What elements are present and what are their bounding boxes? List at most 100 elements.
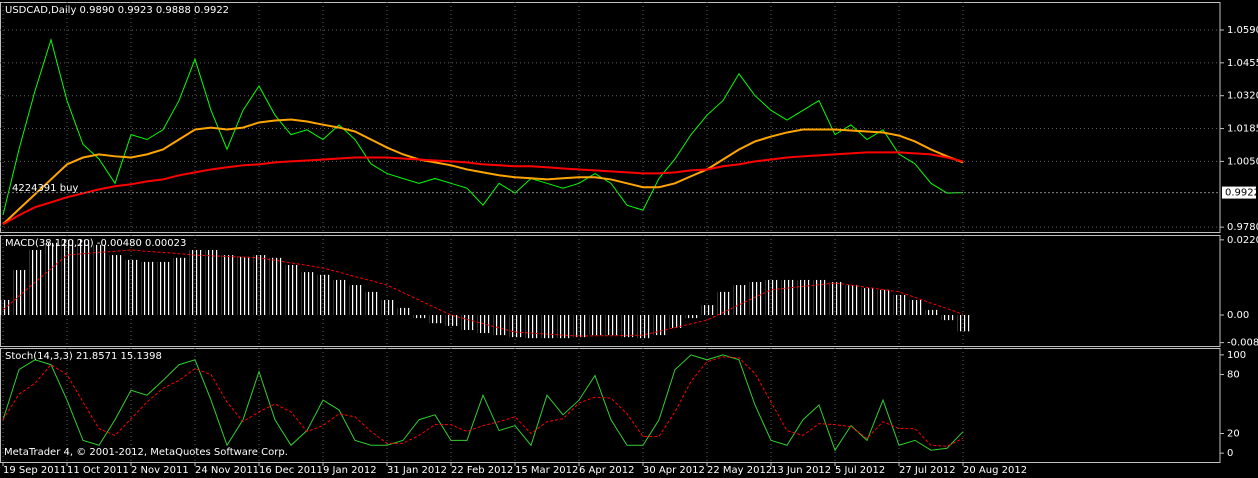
histogram-bar (749, 281, 762, 316)
bid-label: 0.9922 (1225, 188, 1258, 199)
histogram-bar (221, 255, 234, 316)
panel-frame (0, 2, 1221, 233)
histogram-bar (93, 244, 106, 316)
x-tick-label: 2 Nov 2011 (131, 465, 189, 476)
histogram-bar (45, 242, 58, 316)
y-tick-label: 0.02208 (1227, 235, 1258, 246)
histogram-bar (173, 257, 186, 316)
histogram-bar (605, 315, 618, 336)
histogram-bar (349, 285, 362, 316)
histogram-bar (445, 315, 458, 326)
series-line (2, 356, 964, 447)
histogram-bar (461, 315, 474, 330)
y-tick-label: 0 (1227, 448, 1233, 459)
y-tick-label: 1.0185 (1227, 124, 1258, 135)
histogram-bar (381, 300, 394, 316)
x-tick-label: 22 Feb 2012 (451, 465, 513, 476)
x-tick-label: 15 Mar 2012 (515, 465, 578, 476)
x-tick-label: 19 Sep 2011 (3, 465, 66, 476)
histogram-bar (333, 279, 346, 316)
histogram-bar (413, 315, 426, 319)
histogram-bar (189, 249, 202, 316)
histogram-bar (541, 315, 554, 339)
panel-title: USDCAD,Daily 0.9890 0.9923 0.9888 0.9922 (5, 5, 229, 16)
series-line (2, 354, 964, 452)
y-tick-label: -0.00811 (1227, 338, 1258, 349)
panel-title: Stoch(14,3,3) 21.8571 15.1398 (5, 351, 162, 362)
histogram-bar (701, 305, 714, 316)
histogram-bar (685, 315, 698, 319)
x-tick-label: 22 May 2012 (707, 465, 772, 476)
histogram-bar (157, 261, 170, 316)
histogram-bar (493, 315, 506, 336)
histogram-bar (77, 239, 90, 316)
histogram-bar (0, 300, 10, 316)
x-tick-label: 30 Apr 2012 (643, 465, 705, 476)
histogram-bar (365, 291, 378, 316)
x-tick-label: 11 Oct 2011 (67, 465, 129, 476)
y-tick-label: 100 (1227, 350, 1246, 361)
y-tick-label: 0.00 (1227, 310, 1249, 321)
histogram-bar (589, 315, 602, 336)
histogram-bar (653, 315, 666, 336)
histogram-bar (285, 264, 298, 316)
footer: MetaTrader 4, © 2001-2012, MetaQuotes So… (4, 447, 288, 458)
histogram-bar (797, 279, 810, 316)
histogram-bar (525, 315, 538, 339)
x-tick-label: 9 Jan 2012 (323, 465, 377, 476)
histogram-bar (813, 279, 826, 316)
histogram-bar (893, 294, 906, 316)
series-line (2, 37, 964, 216)
histogram-bar (669, 315, 682, 328)
histogram-bar (125, 259, 138, 316)
histogram-bar (845, 285, 858, 316)
x-tick-label: 31 Jan 2012 (387, 465, 447, 476)
panel-frame (0, 348, 1221, 463)
y-tick-label: 1.0320 (1227, 91, 1258, 102)
x-tick-label: 27 Jul 2012 (899, 465, 956, 476)
x-tick-label: 5 Jul 2012 (835, 465, 885, 476)
y-tick-label: 20 (1227, 429, 1240, 440)
histogram-bar (301, 272, 314, 316)
histogram-bar (237, 256, 250, 316)
histogram-bar (941, 315, 954, 321)
x-tick-label: 20 Aug 2012 (963, 465, 1027, 476)
histogram-bar (829, 281, 842, 316)
histogram-bar (205, 249, 218, 316)
histogram-bar (861, 288, 874, 316)
series-line (2, 151, 964, 226)
histogram-bar (877, 289, 890, 316)
histogram-bar (957, 315, 970, 332)
histogram-bar (781, 279, 794, 316)
bid-label-box (1222, 186, 1256, 199)
panel-frame (0, 235, 1221, 347)
histogram-bar (573, 315, 586, 338)
histogram-bar (269, 257, 282, 316)
histogram-bar (13, 270, 26, 316)
histogram-bar (925, 309, 938, 316)
y-tick-label: 80 (1227, 370, 1240, 381)
x-tick-label: 6 Apr 2012 (579, 465, 634, 476)
histogram-bar (621, 315, 634, 338)
y-tick-label: 1.0590 (1227, 25, 1258, 36)
histogram-bar (429, 315, 442, 324)
histogram-bar (509, 315, 522, 338)
histogram-bar (397, 307, 410, 316)
histogram-bar (317, 274, 330, 316)
histogram-bar (557, 315, 570, 339)
order-label: 4224391 buy (12, 183, 78, 194)
histogram-bar (141, 261, 154, 316)
histogram-bar (109, 255, 122, 316)
histogram-bar (733, 285, 746, 316)
y-tick-label: 1.0455 (1227, 58, 1258, 69)
series-line (2, 249, 964, 337)
histogram-bar (253, 255, 266, 316)
histogram-bar (637, 315, 650, 339)
histogram-bar (61, 239, 74, 316)
y-tick-label: 0.9780 (1227, 222, 1258, 233)
histogram-bar (909, 300, 922, 316)
